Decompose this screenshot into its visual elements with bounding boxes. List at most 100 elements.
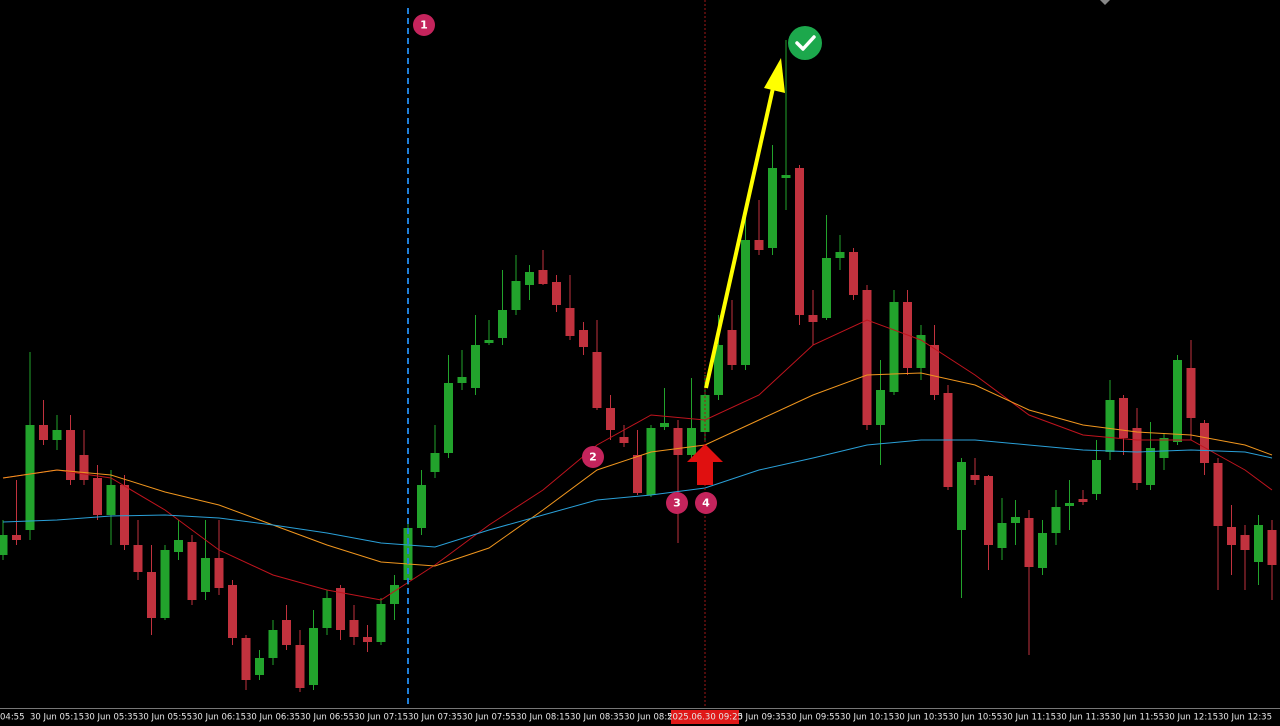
candle-body xyxy=(471,345,480,388)
candle-body xyxy=(1200,423,1209,463)
candle-body xyxy=(1051,507,1061,533)
candle-body xyxy=(363,637,372,642)
candle-body xyxy=(795,168,804,315)
candle-body xyxy=(876,390,885,425)
x-tick-label: 30 Jun 06:35 xyxy=(246,713,300,723)
x-tick-label: 04:55 xyxy=(0,713,25,723)
candle-body xyxy=(133,545,143,572)
x-tick-label: 30 Jun 08:35 xyxy=(570,713,624,723)
moving-average xyxy=(2,372,1273,567)
x-tick-label: 30 Jun 11:55 xyxy=(1110,713,1164,723)
candle-body xyxy=(660,423,669,427)
candle-body xyxy=(511,281,521,310)
x-tick-label: 30 Jun 07:55 xyxy=(462,713,516,723)
marker-label: 3 xyxy=(673,497,681,510)
x-tick-label: 30 Jun 10:35 xyxy=(894,713,948,723)
candle-body xyxy=(1267,530,1277,565)
candle-body xyxy=(835,252,845,258)
x-tick-label: 30 Jun 07:15 xyxy=(354,713,408,723)
candle-body xyxy=(1146,448,1155,485)
candle-body xyxy=(889,302,899,392)
candle-body xyxy=(1227,527,1236,545)
marker-circle xyxy=(582,446,604,468)
candle-body xyxy=(498,310,507,338)
candle-body xyxy=(1173,360,1182,442)
candle-body xyxy=(66,430,75,480)
moving-average xyxy=(2,439,1273,548)
x-tick-label: 30 Jun 10:55 xyxy=(948,713,1002,723)
candle-body xyxy=(957,462,966,530)
candle-body xyxy=(579,330,588,347)
candle-body xyxy=(1159,438,1169,458)
candle-body xyxy=(606,408,615,430)
candle-body xyxy=(39,425,48,440)
x-tick-label: 30 Jun 11:15 xyxy=(1002,713,1056,723)
plot-area xyxy=(0,40,1277,692)
x-tick-label: 30 Jun 09:35 xyxy=(732,713,786,723)
scroll-indicator xyxy=(1100,0,1110,5)
candle-body xyxy=(916,335,926,368)
candle-body xyxy=(768,168,777,248)
candle-body xyxy=(1119,398,1128,438)
candle-body xyxy=(781,175,791,178)
x-axis-labels: 04:55 30 Jun 05:15 30 Jun 05:35 30 Jun 05:… xyxy=(0,713,1272,723)
candle-body xyxy=(241,638,251,680)
marker-circle xyxy=(695,492,717,514)
candle-body xyxy=(214,558,224,588)
target-arrow-head xyxy=(764,58,785,93)
x-tick-label: 30 Jun 06:15 xyxy=(192,713,246,723)
target-arrow xyxy=(704,87,775,389)
candle-body xyxy=(673,428,683,455)
candle-body xyxy=(1024,518,1034,567)
candle-body xyxy=(106,485,116,515)
candle-body xyxy=(862,290,872,425)
x-tick-label: 30 Jun 06:55 xyxy=(300,713,354,723)
cursor-label: 2025.06.30 09:25 xyxy=(667,713,743,723)
candle-body xyxy=(565,308,575,336)
marker-label: 1 xyxy=(420,19,428,32)
candle-body xyxy=(79,455,89,480)
x-tick-label: 30 Jun 11:35 xyxy=(1056,713,1110,723)
candle-body xyxy=(174,540,183,552)
marker-circle xyxy=(413,14,435,36)
candle-body xyxy=(619,437,629,443)
candle-body xyxy=(1078,499,1088,502)
candle-body xyxy=(282,620,291,645)
candle-body xyxy=(430,453,440,472)
candle-body xyxy=(970,475,980,480)
x-tick-label: 30 Jun 09:55 xyxy=(786,713,840,723)
marker-circle xyxy=(666,492,688,514)
candle-body xyxy=(714,345,723,395)
x-tick-label: 30 Jun 12:15 xyxy=(1164,713,1218,723)
candle-body xyxy=(1065,503,1074,506)
marker-label: 2 xyxy=(589,451,597,464)
candle-body xyxy=(997,523,1007,548)
moving-average xyxy=(2,319,1273,601)
candle-body xyxy=(322,598,332,628)
candle-body xyxy=(1105,400,1115,452)
check-mark xyxy=(795,35,816,51)
candle-body xyxy=(687,428,696,455)
candle-body xyxy=(1038,533,1047,568)
candle-body xyxy=(930,345,939,395)
candle-body xyxy=(376,604,386,642)
candle-body xyxy=(633,455,642,493)
success-icon xyxy=(788,26,822,60)
candle-body xyxy=(1186,368,1196,418)
cursor-label-box xyxy=(671,710,739,724)
x-tick-label: 30 Jun 07:35 xyxy=(408,713,462,723)
candle-body xyxy=(1240,535,1250,550)
candle-body xyxy=(160,550,170,618)
candle-body xyxy=(525,272,534,285)
x-tick-label: 30 Jun 08:15 xyxy=(516,713,570,723)
candle-body xyxy=(93,478,102,515)
candle-body xyxy=(12,535,21,540)
candle-body xyxy=(1213,463,1223,526)
entry-arrow xyxy=(687,444,723,485)
candle-body xyxy=(984,476,993,545)
candle-body xyxy=(741,240,750,365)
candle-body xyxy=(444,383,453,453)
x-tick-label: 30 Jun 05:35 xyxy=(84,713,138,723)
